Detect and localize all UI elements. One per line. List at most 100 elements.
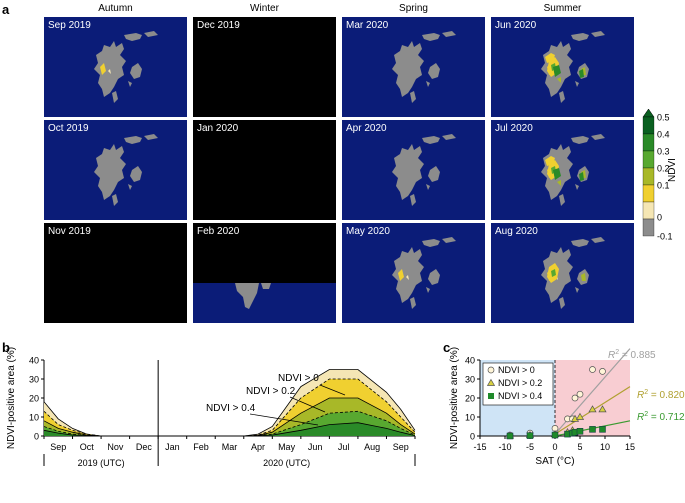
land — [130, 166, 142, 182]
ndvi-colorbar: NDVI 0.5 0.4 0.3 0.2 0.1 0 -0.1 — [642, 108, 678, 242]
land — [442, 31, 456, 37]
vegetation — [406, 275, 409, 280]
land — [422, 33, 440, 41]
colorbar-tick: 0.2 — [657, 164, 670, 174]
colorbar-tick: -0.1 — [657, 232, 673, 242]
y-tick-label: 20 — [29, 394, 39, 404]
land — [426, 184, 430, 190]
marker-ndvi02 — [575, 412, 585, 420]
land — [442, 237, 456, 243]
map-grid: Sep 2019 Dec 2019 Mar 2020 Jun 2020 Oct 2019… — [44, 17, 634, 323]
ndvi-map: Jun 2020 — [491, 17, 634, 117]
vegetation — [551, 269, 556, 277]
legend-marker — [488, 393, 494, 399]
land — [112, 91, 118, 103]
map-background — [193, 17, 336, 117]
map-label: Jun 2020 — [495, 20, 537, 31]
map-label: Mar 2020 — [346, 20, 389, 31]
land — [261, 283, 271, 289]
year-label: 2020 (UTC) — [263, 458, 310, 468]
land — [112, 194, 118, 206]
land — [124, 33, 142, 41]
month-label: Jan — [165, 442, 180, 452]
map-background — [193, 120, 336, 220]
area-outline — [243, 378, 416, 437]
area-series — [44, 430, 102, 436]
y-tick-label: 0 — [34, 432, 39, 442]
land — [591, 237, 605, 243]
x-tick-label: -10 — [498, 442, 511, 452]
colorbar-tick: 0.5 — [657, 113, 670, 123]
colorbar-tick: 0 — [657, 213, 662, 223]
land — [422, 136, 440, 144]
marker-ndvi04 — [576, 428, 584, 435]
area-outline — [243, 369, 416, 437]
area-outline — [43, 426, 102, 437]
map-label: May 2020 — [346, 226, 390, 237]
legend: NDVI > 0 NDVI > 0.2 NDVI > 0.4 — [482, 362, 554, 406]
map-label: Feb 2020 — [197, 226, 240, 237]
area-chart-b: 0 10 20 30 40 NDVI-positive area (%) Sep Oct Nov… — [6, 347, 416, 468]
x-axis-label: SAT (°C) — [535, 456, 574, 467]
x-tick-label: 5 — [577, 442, 582, 452]
y-tick-label: 30 — [29, 375, 39, 385]
legend-entry: NDVI > 0 — [498, 365, 535, 375]
scatter-chart-c: 0 10 20 30 40 -15 -10 -5 0 5 10 15 SAT (°C) NDVI-posi… — [449, 347, 685, 467]
ocean-strip — [193, 283, 336, 323]
r2-label: R2 = 0.712 — [637, 411, 685, 423]
vegetation — [398, 269, 404, 281]
land — [575, 81, 579, 87]
land — [128, 81, 132, 87]
land — [128, 184, 132, 190]
ndvi-map: Jul 2020 — [491, 120, 634, 220]
land — [426, 81, 430, 87]
colorbar-swatch — [642, 150, 655, 169]
map-label: Dec 2019 — [197, 20, 240, 31]
colorbar-swatch — [642, 201, 655, 220]
season-header: Spring — [399, 3, 428, 14]
colorbar-swatch-land — [642, 218, 655, 237]
land — [410, 194, 416, 206]
land — [428, 63, 440, 79]
month-label: Sep — [393, 442, 409, 452]
area-annotation: NDVI > 0.4 — [206, 403, 256, 414]
vegetation — [581, 273, 586, 281]
colorbar-arrow — [642, 108, 655, 118]
month-label: Aug — [364, 442, 380, 452]
vegetation — [545, 156, 555, 166]
vegetation — [545, 53, 555, 63]
map-label: Apr 2020 — [346, 123, 387, 134]
marker-ndvi0 — [589, 366, 596, 373]
land — [575, 184, 579, 190]
land — [130, 63, 142, 79]
month-label: Mar — [222, 442, 238, 452]
land — [144, 134, 158, 140]
x-tick-label: 10 — [600, 442, 610, 452]
legend-entry: NDVI > 0.2 — [498, 378, 542, 388]
colorbar-swatch — [642, 116, 655, 135]
area-outline — [43, 401, 102, 437]
ndvi-map: Jan 2020 — [193, 120, 336, 220]
land — [571, 33, 589, 41]
x-tick-label: -15 — [473, 442, 486, 452]
month-label: Apr — [251, 442, 265, 452]
marker-ndvi04 — [551, 431, 559, 439]
ndvi-map: Apr 2020 — [342, 120, 485, 220]
year-label: 2019 (UTC) — [78, 458, 125, 468]
land — [235, 283, 259, 309]
land — [559, 297, 565, 309]
y-tick-label: 30 — [465, 375, 475, 385]
land — [571, 136, 589, 144]
vegetation — [108, 69, 111, 74]
legend-marker — [487, 366, 495, 374]
r2-label: R2 = 0.885 — [608, 349, 656, 361]
season-header: Winter — [250, 3, 280, 14]
month-label: Nov — [107, 442, 124, 452]
area-annotation: NDVI > 0 — [278, 373, 319, 384]
y-tick-label: 40 — [29, 356, 39, 366]
marker-ndvi04 — [506, 432, 514, 440]
annotation-leader — [289, 396, 326, 413]
land — [428, 166, 440, 182]
land — [410, 297, 416, 309]
marker-ndvi0 — [571, 394, 579, 402]
